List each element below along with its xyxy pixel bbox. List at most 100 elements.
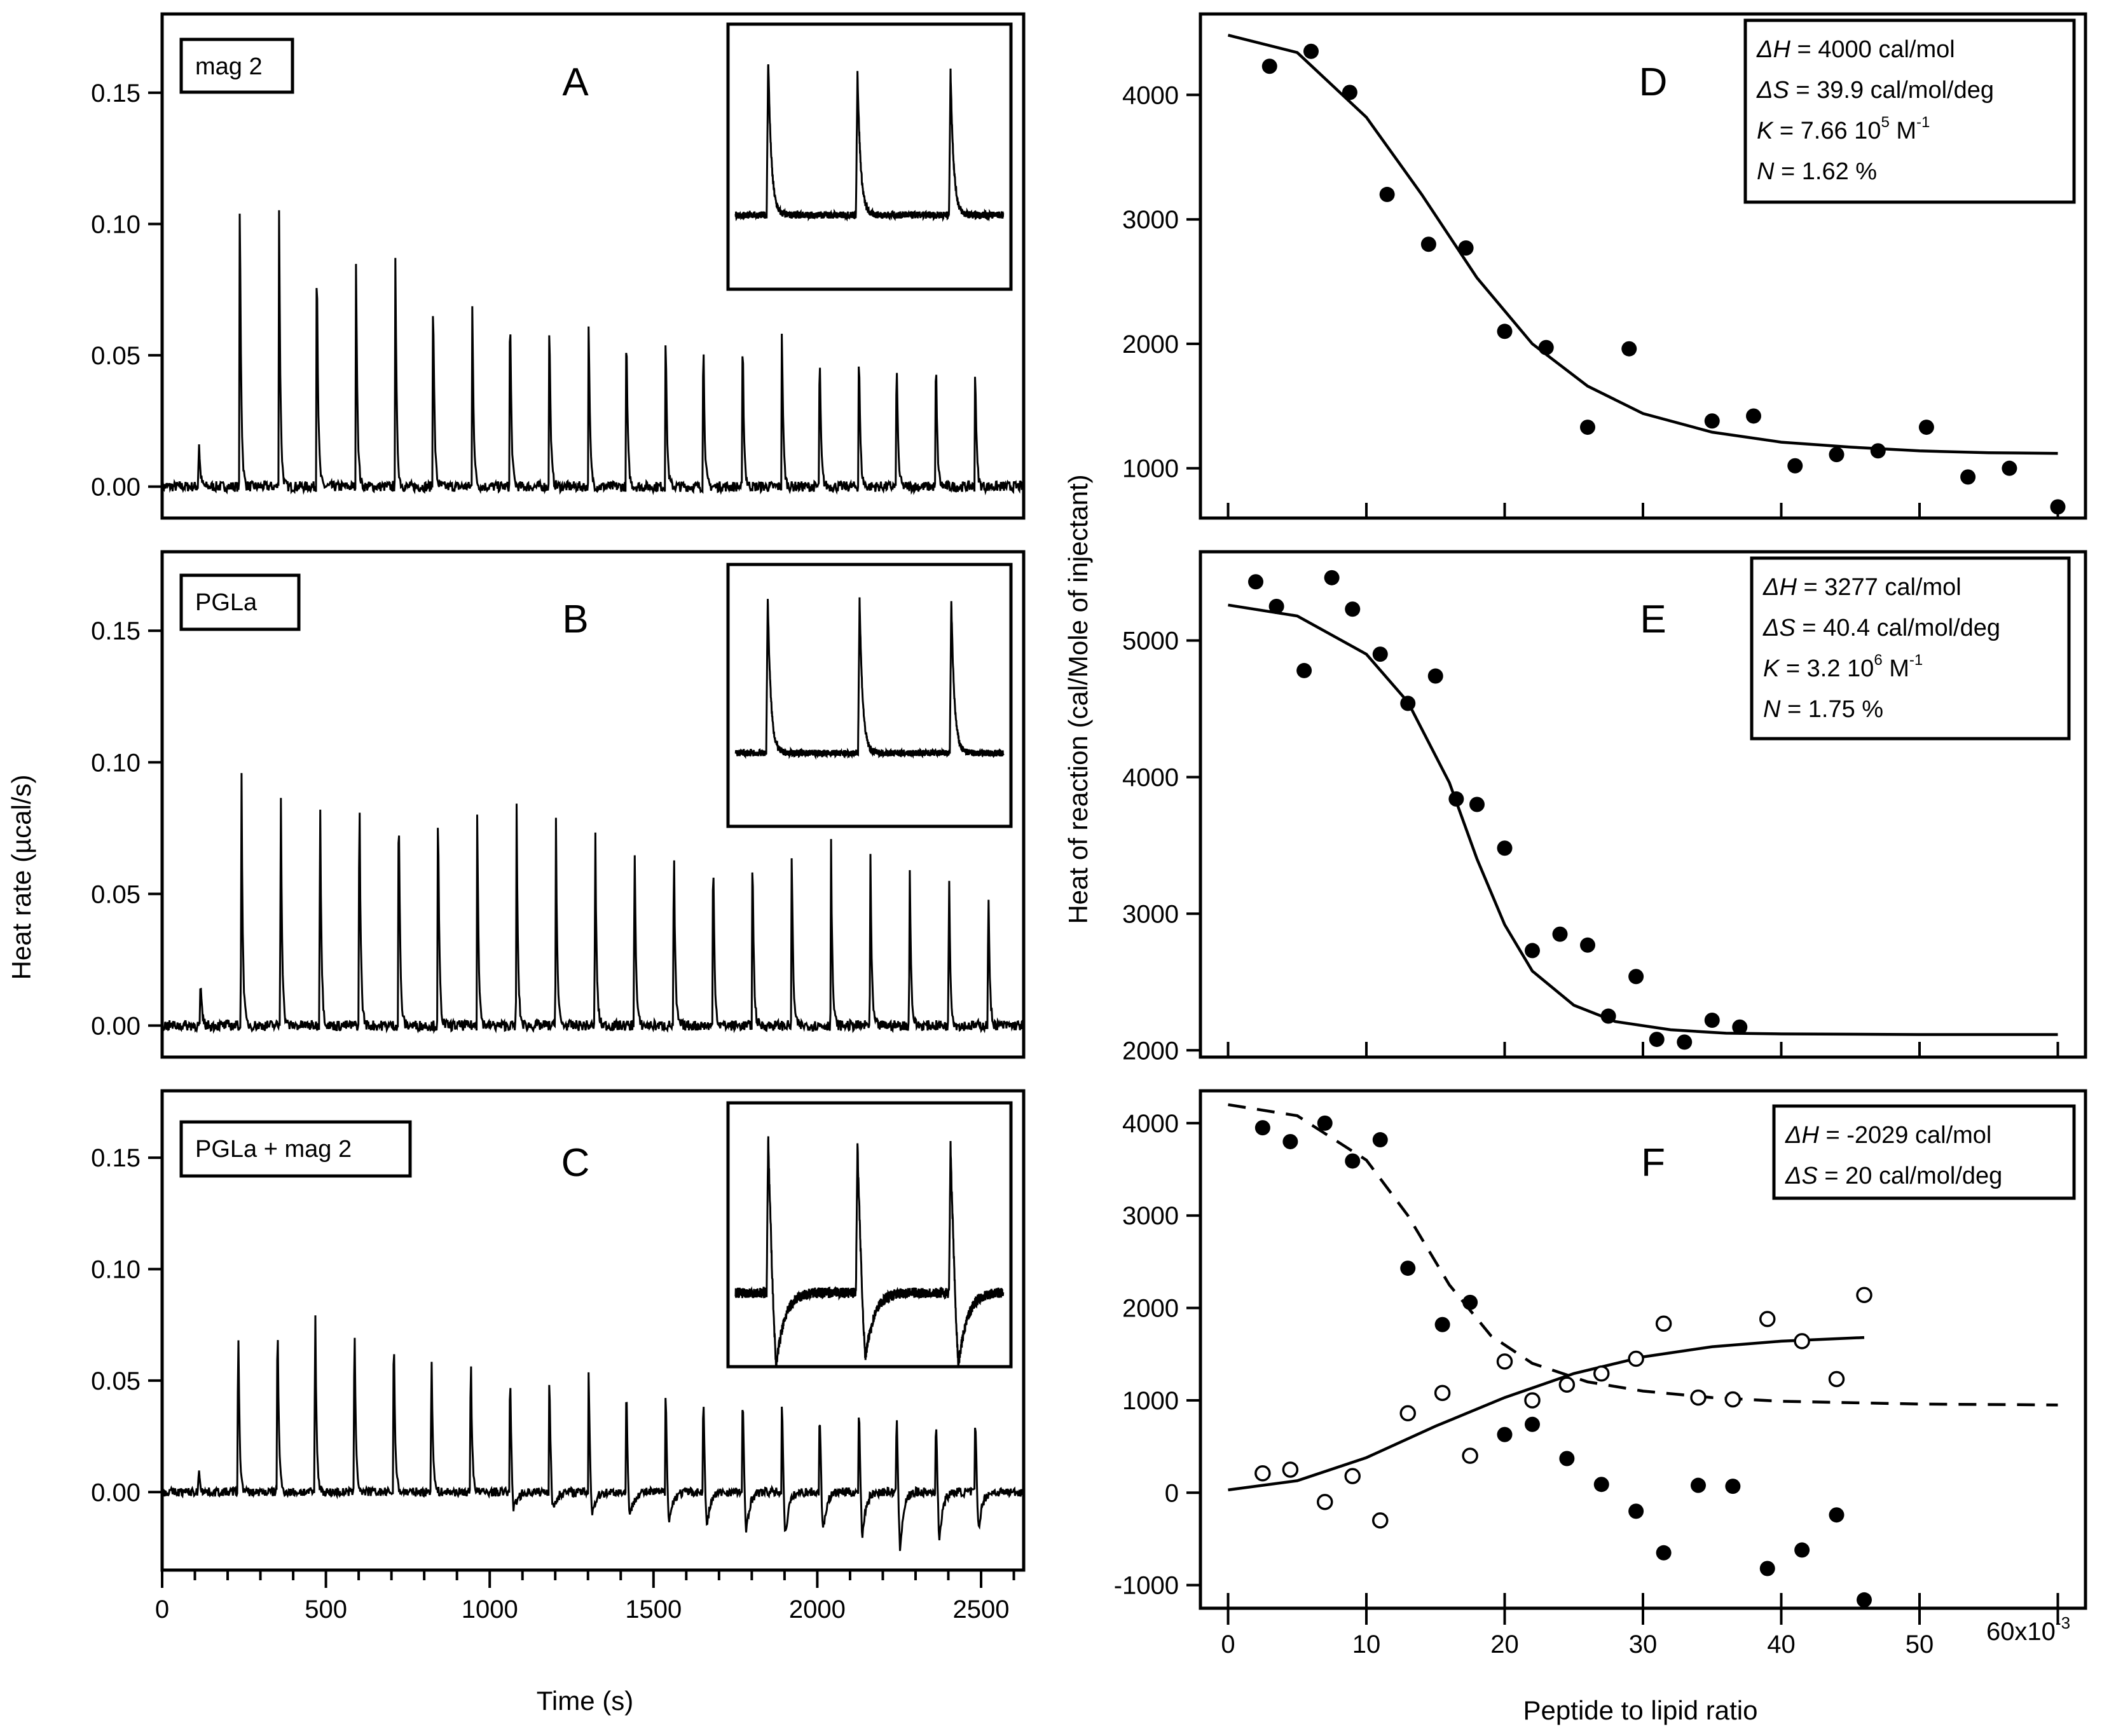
data-point-filled: [1400, 695, 1416, 711]
x-tick-label: 2500: [953, 1596, 1010, 1623]
param-unit-exponent: -1: [1916, 114, 1930, 131]
panel-letter: A: [562, 60, 589, 104]
data-point-open: [1593, 1365, 1610, 1382]
data-point-filled: [1746, 408, 1761, 424]
y-tick-label: 0.00: [91, 1012, 141, 1040]
param-symbol: N: [1763, 696, 1781, 723]
x-tick-label: 30: [1629, 1630, 1658, 1658]
param-dH: ΔH = -2029 cal/mol: [1785, 1122, 1991, 1149]
x-tick-label: 2000: [789, 1596, 846, 1623]
x-tick-label: 500: [305, 1596, 347, 1623]
data-point-filled: [1282, 1133, 1298, 1149]
sample-label: PGLa + mag 2: [195, 1136, 352, 1163]
data-point-open: [1856, 1287, 1872, 1303]
data-point-filled: [2050, 499, 2066, 515]
data-point-filled: [1870, 443, 1886, 459]
data-point-open: [1496, 1353, 1513, 1370]
param-symbol: K: [1763, 655, 1780, 682]
panel-letter: D: [1639, 60, 1668, 104]
data-point-open: [1628, 1350, 1644, 1367]
data-point-filled: [1497, 324, 1513, 339]
param-value: = -2029 cal/mol: [1819, 1122, 1991, 1149]
data-point-filled: [1427, 668, 1443, 684]
left-y-axis-label: Heat rate (µcal/s): [6, 775, 36, 980]
data-point-filled: [1649, 1032, 1665, 1048]
sample-label-box: [179, 38, 294, 94]
y-tick-label: 0.10: [91, 210, 141, 238]
panel-frame: [160, 12, 1026, 520]
param-value: = 20 cal/mol/deg: [1818, 1163, 2002, 1189]
param-symbol: ΔH: [1762, 574, 1797, 601]
data-point-filled: [1960, 469, 1976, 485]
x-tick-label: 20: [1490, 1630, 1519, 1658]
data-point-filled: [1248, 574, 1263, 590]
data-point-filled: [1342, 85, 1357, 100]
data-point-filled: [1497, 840, 1513, 856]
data-point-open: [1828, 1370, 1845, 1388]
y-tick-label: 3000: [1122, 1202, 1179, 1230]
data-point-filled: [1345, 601, 1361, 617]
data-point-open: [1462, 1447, 1478, 1464]
right-y-axis-label: Heat of reaction (cal/Mole of injectant): [1063, 474, 1093, 924]
param-value: = 7.66 10: [1773, 118, 1881, 144]
inset-trace: [734, 64, 1005, 222]
data-point-filled: [1829, 447, 1845, 463]
data-point-filled: [1732, 1019, 1748, 1035]
data-point-open: [1372, 1512, 1389, 1529]
data-point-filled: [1677, 1034, 1693, 1050]
x-tick-label: 10: [1352, 1630, 1381, 1658]
param-dS: ΔS = 20 cal/mol/deg: [1785, 1163, 2002, 1189]
fit-curve-solid: [1227, 34, 2058, 455]
param-dS: ΔS = 39.9 cal/mol/deg: [1756, 77, 1994, 104]
data-point-filled: [1829, 1507, 1845, 1523]
data-point-open: [1524, 1392, 1541, 1409]
inset-trace: [734, 1136, 1005, 1367]
data-point-open: [1254, 1465, 1271, 1482]
y-tick-label: 4000: [1122, 81, 1179, 109]
data-point-open: [1399, 1405, 1416, 1422]
data-point-filled: [1345, 1153, 1361, 1169]
data-point-open: [1282, 1461, 1299, 1478]
panel-f: F -1000 0 1000 2000 3000 4000 0 10 20 30 40 50 ΔH = -…: [1114, 1089, 2087, 1658]
data-point-filled: [1704, 1012, 1720, 1028]
data-point-open: [1794, 1333, 1810, 1350]
y-tick-label: 0.15: [91, 617, 141, 645]
data-point-open: [1317, 1494, 1333, 1510]
param-value: = 3.2 10: [1779, 655, 1874, 682]
data-point-filled: [1324, 570, 1340, 585]
data-point-filled: [1691, 1477, 1706, 1493]
data-point-open: [1655, 1315, 1672, 1332]
param-unit-exponent: -1: [1909, 652, 1923, 669]
data-point-filled: [1379, 186, 1395, 202]
data-point-filled: [2002, 460, 2017, 476]
panel-frame: [160, 1089, 1026, 1572]
x-tick-label: 50: [1906, 1630, 1934, 1658]
y-tick-label: 0.00: [91, 473, 141, 501]
y-tick-label: 0.05: [91, 880, 141, 908]
param-value: = 4000 cal/mol: [1790, 36, 1955, 63]
data-point-filled: [1725, 1479, 1741, 1494]
param-exponent: 5: [1881, 114, 1889, 131]
param-value: = 1.75 %: [1780, 696, 1883, 723]
data-point-filled: [1254, 1120, 1270, 1136]
x-tick-label: 1000: [462, 1596, 518, 1623]
data-point-open: [1759, 1311, 1776, 1327]
y-tick-label: 2000: [1122, 331, 1179, 359]
param-unit: M: [1883, 655, 1909, 682]
param-symbol: ΔH: [1785, 1122, 1819, 1149]
data-point-filled: [1704, 413, 1720, 429]
param-K: K = 7.66 105 M-1: [1757, 114, 1930, 144]
y-tick-label: 0.10: [91, 1256, 141, 1284]
y-tick-label: 2000: [1122, 1037, 1179, 1065]
param-value: = 40.4 cal/mol/deg: [1796, 615, 2000, 641]
param-value: = 3277 cal/mol: [1797, 574, 1962, 601]
y-tick-label: 0.10: [91, 749, 141, 777]
panel-letter: F: [1641, 1141, 1665, 1185]
data-point-filled: [1458, 240, 1474, 256]
param-dH: ΔH = 3277 cal/mol: [1762, 574, 1962, 601]
inset-frame: [726, 563, 1013, 828]
right-x-axis-label: Peptide to lipid ratio: [1523, 1695, 1758, 1725]
y-tick-label: 5000: [1122, 627, 1179, 655]
